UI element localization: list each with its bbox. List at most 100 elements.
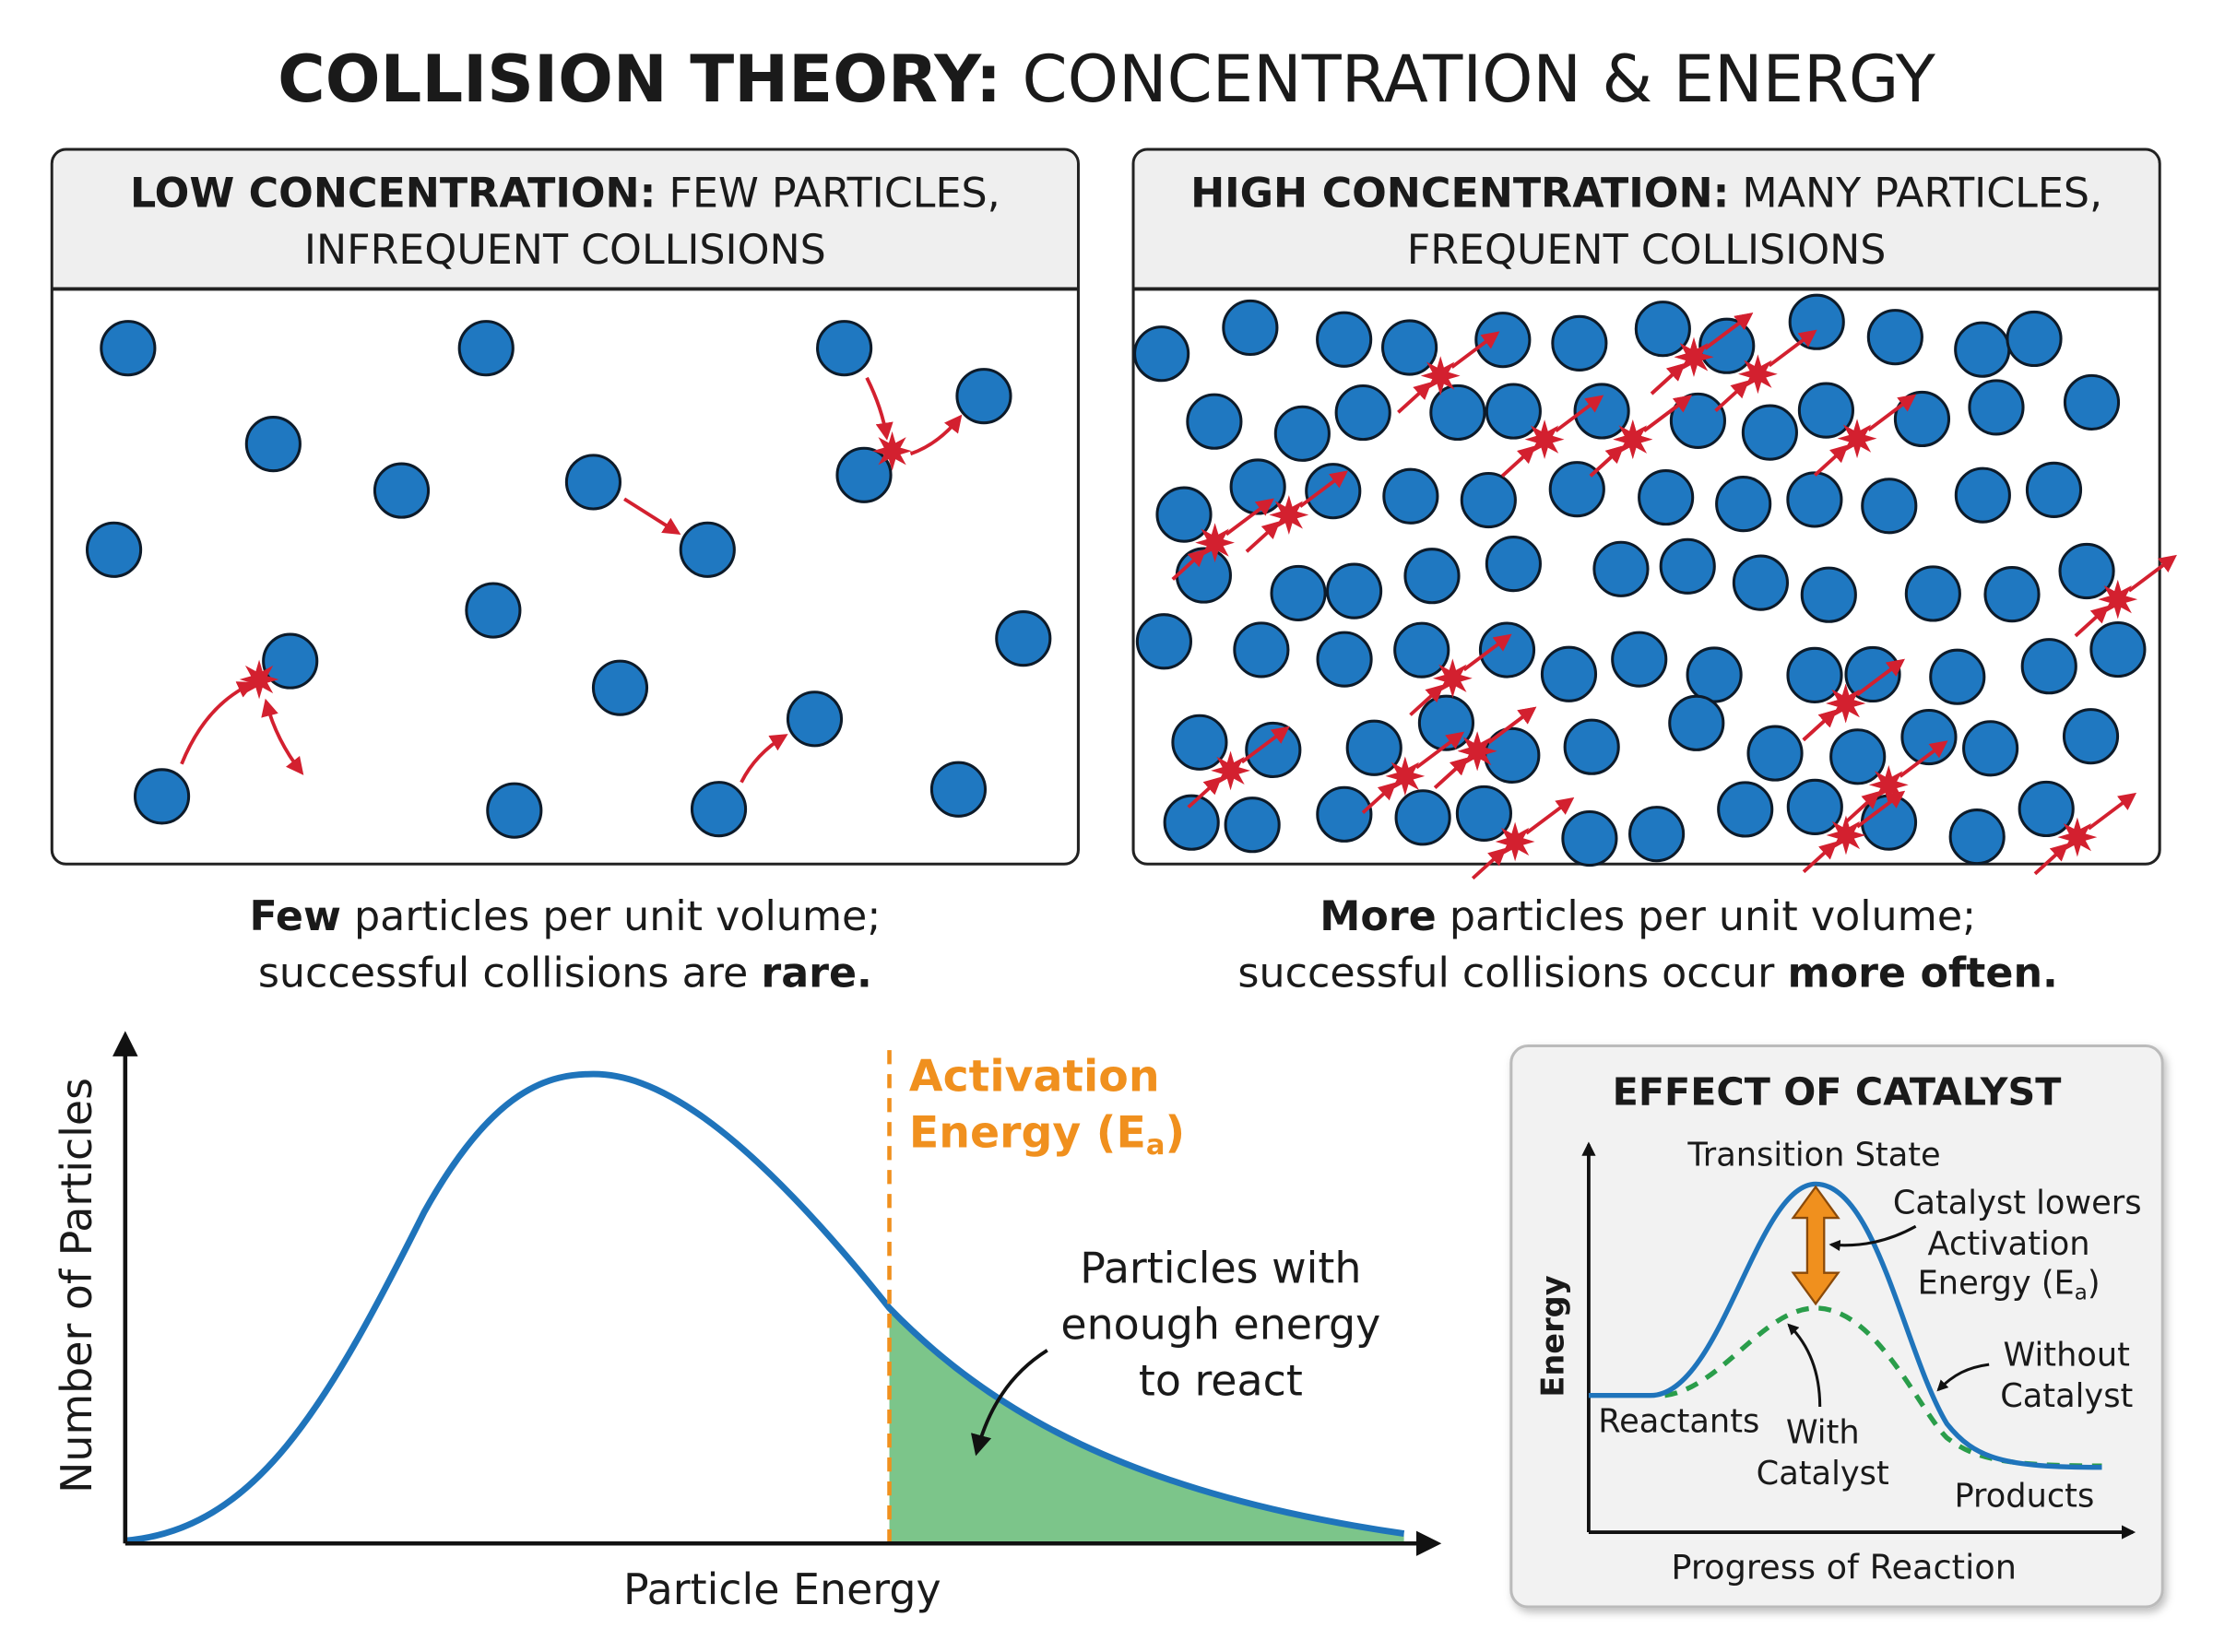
- without-pointer-arrow: [1936, 1363, 1990, 1392]
- motion-arrow: [1409, 684, 1444, 716]
- motion-arrow: [1471, 847, 1507, 880]
- particle: [1334, 384, 1391, 442]
- particle: [1732, 554, 1789, 611]
- particle: [457, 320, 515, 377]
- particle: [1484, 726, 1541, 784]
- particle: [373, 462, 431, 519]
- particle: [2006, 310, 2063, 368]
- motion-arrow: [1245, 521, 1281, 553]
- particle: [1592, 540, 1650, 597]
- motion-arrow: [1462, 633, 1512, 672]
- particle: [591, 659, 649, 716]
- motion-arrow: [1361, 782, 1397, 814]
- motion-arrow: [1867, 394, 1917, 432]
- with-pointer-arrow: [1787, 1323, 1822, 1407]
- particle: [1224, 796, 1281, 854]
- motion-arrow: [1414, 731, 1465, 770]
- page-title: COLLISION THEORY: CONCENTRATION & ENERGY: [278, 41, 1936, 117]
- collision-burst-icon: [1195, 523, 1235, 563]
- particle: [1417, 694, 1475, 751]
- products-label: Products: [1954, 1478, 2094, 1516]
- particle: [1634, 301, 1691, 358]
- motion-arrow: [1855, 658, 1905, 697]
- low-particles: [85, 320, 1052, 839]
- particle: [1305, 463, 1362, 520]
- motion-arrow: [2127, 554, 2177, 593]
- particle: [679, 521, 736, 578]
- particle: [1628, 806, 1686, 863]
- reactants-label: Reactants: [1598, 1402, 1759, 1440]
- catalyst-panel: EFFECT OF CATALYST Energy Progress of Re…: [1509, 1044, 2164, 1609]
- low-caption-line2: successful collisions are rare.: [258, 950, 872, 997]
- motion-arrow: [1642, 395, 1692, 432]
- particle: [1175, 547, 1232, 604]
- motion-arrow: [1187, 776, 1223, 809]
- collision-burst-icon: [1826, 815, 1866, 856]
- particle: [465, 582, 522, 639]
- particle: [1611, 631, 1668, 688]
- transition-state-label: Transition State: [1686, 1136, 1940, 1174]
- collision-burst-icon: [1385, 756, 1426, 796]
- activation-label-line2: Energy (Ea): [909, 1108, 1185, 1162]
- particle: [690, 781, 748, 838]
- energy-distribution-graph: Number of Particles Particle Energy Acti…: [52, 1031, 1442, 1614]
- area-label-line1: Particles with: [1080, 1243, 1361, 1292]
- area-label-line2: enough energy: [1060, 1300, 1380, 1350]
- particle: [486, 782, 543, 839]
- motion-arrow: [865, 376, 893, 441]
- collision-burst-icon: [1211, 750, 1250, 791]
- with-catalyst-curve: [1664, 1305, 2102, 1469]
- motion-arrow: [1171, 549, 1207, 581]
- collision-burst-icon: [1868, 764, 1909, 805]
- particle: [1893, 390, 1951, 448]
- particle: [564, 454, 622, 511]
- without-label-line1: Without: [2004, 1337, 2130, 1375]
- collision-burst-icon: [872, 431, 912, 471]
- catalyst-title: EFFECT OF CATALYST: [1613, 1070, 2062, 1115]
- without-catalyst-curve: [1588, 1181, 2102, 1470]
- collision-burst-icon: [1674, 336, 1714, 377]
- particle: [1563, 718, 1620, 775]
- particle: [1551, 314, 1608, 372]
- particle: [1163, 794, 1220, 851]
- motion-arrow: [1433, 757, 1469, 789]
- particle: [1698, 317, 1756, 374]
- particle: [1638, 469, 1695, 526]
- distribution-curve: [124, 1070, 1405, 1544]
- particle: [1983, 566, 2041, 623]
- particle: [2025, 461, 2083, 518]
- particle: [1233, 621, 1290, 678]
- collision-burst-icon: [2098, 579, 2138, 620]
- particle: [1270, 564, 1327, 622]
- collision-burst-icon: [1457, 731, 1497, 772]
- particle: [1669, 392, 1726, 449]
- particle: [1345, 719, 1402, 776]
- high-panel-heading: HIGH CONCENTRATION: MANY PARTICLES,: [1190, 171, 2102, 218]
- particle: [1968, 379, 2025, 436]
- distribution-ylabel: Number of Particles: [52, 1078, 101, 1493]
- particle: [1171, 714, 1228, 771]
- motion-arrow: [1856, 790, 1906, 829]
- motion-arrow: [1802, 709, 1838, 742]
- particle: [1786, 471, 1843, 528]
- particle: [1403, 548, 1461, 605]
- motion-arrow: [180, 681, 255, 765]
- particle: [1316, 311, 1373, 368]
- high-particles: [1133, 293, 2177, 880]
- motion-arrow: [1768, 329, 1817, 368]
- lowers-label-line1: Catalyst lowers: [1893, 1184, 2142, 1221]
- particle: [1273, 405, 1331, 462]
- high-caption-line2: successful collisions occur more often.: [1237, 950, 2057, 997]
- high-concentration-panel: HIGH CONCENTRATION: MANY PARTICLES, FREQ…: [1131, 148, 2177, 880]
- particle: [1429, 384, 1486, 442]
- particle: [816, 320, 873, 377]
- particle: [1746, 725, 1804, 782]
- motion-arrow: [1298, 470, 1349, 508]
- motion-arrow: [1500, 445, 1536, 478]
- low-concentration-panel: LOW CONCENTRATION: FEW PARTICLES, INFREQ…: [50, 148, 1080, 866]
- particle: [1717, 781, 1774, 838]
- particle: [2018, 780, 2075, 838]
- particle: [1954, 466, 2011, 524]
- particle: [1948, 808, 2006, 866]
- particle: [2063, 373, 2121, 431]
